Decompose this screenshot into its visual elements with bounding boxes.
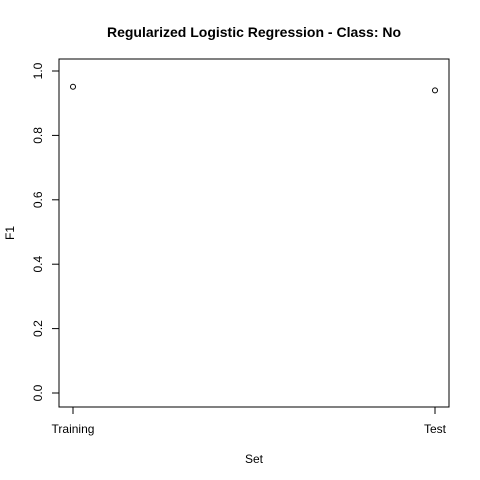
y-tick-label: 0.0 xyxy=(31,384,45,401)
x-axis-label: Set xyxy=(245,452,264,466)
plot-frame xyxy=(58,58,450,408)
y-tick-label: 1.0 xyxy=(31,62,45,79)
x-axis: Training Test xyxy=(52,407,447,436)
y-axis-label: F1 xyxy=(3,226,17,240)
x-tick-label: Training xyxy=(52,422,95,436)
y-tick-label: 0.8 xyxy=(31,127,45,144)
y-tick-label: 0.4 xyxy=(31,256,45,273)
x-tick-label: Test xyxy=(424,422,447,436)
data-point xyxy=(70,83,76,90)
data-point xyxy=(432,87,438,94)
y-tick-label: 0.6 xyxy=(31,191,45,208)
chart-title: Regularized Logistic Regression - Class:… xyxy=(107,24,401,40)
y-tick-label: 0.2 xyxy=(31,320,45,337)
y-axis: 0.0 0.2 0.4 0.6 0.8 1.0 xyxy=(31,62,59,401)
data-points xyxy=(70,83,438,94)
